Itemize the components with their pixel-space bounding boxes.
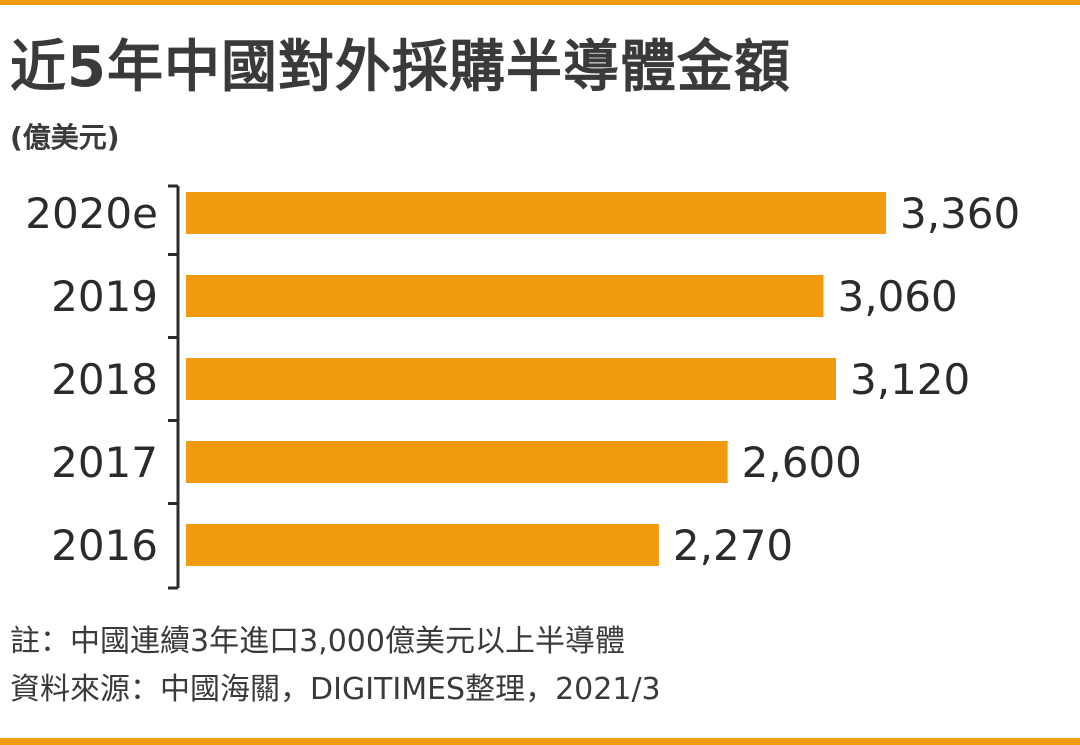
value-label: 2,270 bbox=[673, 521, 793, 570]
value-label: 3,060 bbox=[838, 272, 958, 321]
footnote: 註：中國連續3年進口3,000億美元以上半導體 bbox=[10, 624, 625, 659]
bar-2020e bbox=[186, 192, 886, 234]
category-label: 2016 bbox=[51, 521, 158, 570]
category-label: 2017 bbox=[51, 438, 158, 487]
bar-chart: 2020e 3,360 2019 3,060 2018 3,120 2017 2,600 201… bbox=[25, 184, 1020, 590]
chart-notes: 註：中國連續3年進口3,000億美元以上半導體 資料來源：中國海關，DIGITI… bbox=[10, 618, 661, 714]
bottom-accent-rule bbox=[0, 738, 1080, 745]
category-label: 2019 bbox=[51, 272, 158, 321]
category-label: 2020e bbox=[25, 189, 158, 238]
source-line: 資料來源：中國海關，DIGITIMES整理，2021/3 bbox=[10, 672, 661, 707]
bar-2016 bbox=[186, 524, 659, 566]
chart-title: 近5年中國對外採購半導體金額 bbox=[10, 35, 791, 100]
value-label: 3,360 bbox=[900, 189, 1020, 238]
top-accent-rule bbox=[0, 0, 1080, 5]
unit-label: (億美元) bbox=[10, 121, 120, 154]
bar-2017 bbox=[186, 441, 728, 483]
category-label: 2018 bbox=[51, 355, 158, 404]
bar-2018 bbox=[186, 358, 836, 400]
value-label: 3,120 bbox=[850, 355, 970, 404]
value-label: 2,600 bbox=[742, 438, 862, 487]
bar-2019 bbox=[186, 275, 824, 317]
